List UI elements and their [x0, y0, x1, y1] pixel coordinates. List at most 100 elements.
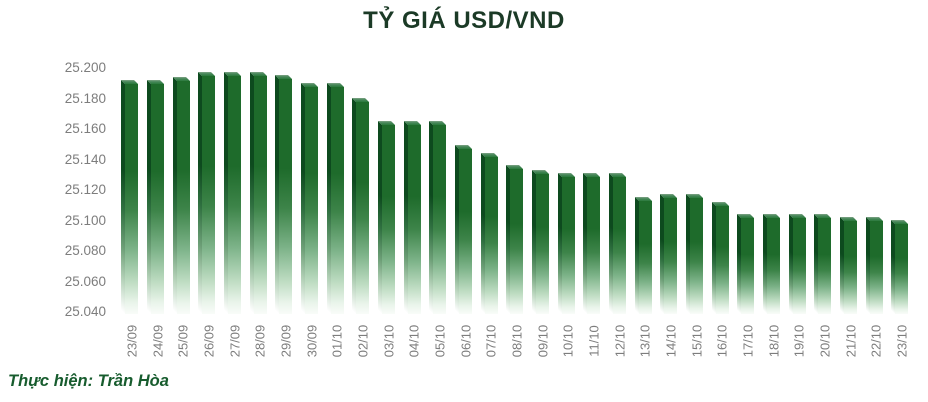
bar [224, 72, 242, 314]
x-axis-label: 14/10 [663, 324, 679, 358]
bar [840, 217, 858, 314]
y-axis-label: 25.200 [64, 60, 106, 75]
bar-column [709, 62, 735, 314]
x-axis-label: 30/09 [304, 324, 320, 358]
bar [301, 82, 319, 314]
bar-column [607, 62, 633, 314]
bar [147, 79, 164, 314]
bar [634, 197, 652, 314]
x-axis-cell: 20/10 [812, 317, 838, 365]
x-axis-label: 15/10 [689, 324, 705, 358]
bar [686, 194, 704, 314]
bar-side-face [301, 82, 306, 314]
bar [865, 217, 883, 314]
bar-column [478, 62, 504, 314]
bar [557, 172, 575, 314]
x-axis-cell: 08/10 [504, 317, 530, 365]
bar-column [170, 62, 196, 314]
x-axis-cell: 18/10 [761, 317, 787, 365]
bar-top-face [172, 76, 190, 81]
bar-side-face [326, 82, 331, 314]
bar-top-face [557, 172, 575, 177]
x-axis-label: 01/10 [329, 324, 345, 358]
bar [583, 172, 601, 314]
x-axis-cell: 02/10 [350, 317, 376, 365]
bar-side-face [686, 194, 691, 314]
bar-side-face [275, 75, 280, 314]
credit-text: Thực hiện: Trần Hòa [8, 372, 169, 390]
bar-column [376, 62, 402, 314]
x-axis-label: 27/09 [227, 324, 243, 358]
bar [506, 165, 524, 314]
x-axis-cell: 23/10 [889, 317, 915, 365]
x-axis-cell: 23/09 [119, 317, 145, 365]
bar-side-face [378, 120, 383, 314]
bar-side-face [609, 172, 614, 314]
bar [275, 75, 293, 314]
bar-side-face [429, 120, 434, 314]
x-axis-label: 28/09 [252, 324, 268, 358]
bar-side-face [583, 172, 588, 314]
bar-top-face [788, 213, 806, 218]
x-axis-label: 08/10 [509, 324, 525, 358]
plot-area [119, 62, 915, 314]
bar-column [889, 62, 915, 314]
x-axis-cell: 21/10 [838, 317, 864, 365]
x-axis-label: 23/10 [894, 324, 910, 358]
bar [249, 72, 267, 314]
bar [378, 120, 396, 314]
bar-top-face [711, 201, 729, 206]
x-axis-label: 07/10 [483, 324, 499, 358]
bar-column [684, 62, 710, 314]
x-axis-cell: 28/09 [247, 317, 273, 365]
x-axis-label: 25/09 [175, 324, 191, 358]
x-axis-label: 09/10 [535, 324, 551, 358]
bar-top-face [609, 172, 627, 177]
y-axis-label: 25.060 [64, 273, 106, 289]
x-axis-label: 23/09 [124, 324, 140, 358]
bar-side-face [403, 120, 408, 314]
bar-side-face [737, 213, 742, 314]
chart-title: TỶ GIÁ USD/VND [363, 7, 565, 34]
x-axis-label: 21/10 [843, 324, 859, 358]
bar-top-face [429, 120, 447, 125]
bar-top-face [737, 213, 755, 218]
bar-side-face [249, 72, 254, 314]
bar-side-face [557, 172, 562, 314]
x-axis-label: 22/10 [868, 324, 884, 358]
bar-side-face [788, 213, 793, 314]
bar [609, 172, 627, 314]
bar-column [453, 62, 479, 314]
bar-side-face [506, 165, 511, 314]
bar-column [247, 62, 273, 314]
bar-column [735, 62, 761, 314]
x-axis-cell: 09/10 [530, 317, 556, 365]
bar-top-face [660, 194, 678, 199]
bar-side-face [121, 79, 126, 314]
y-axis-label: 25.140 [64, 151, 106, 167]
x-axis-cell: 15/10 [684, 317, 710, 365]
x-axis-cell: 17/10 [735, 317, 761, 365]
x-axis-label: 19/10 [791, 324, 807, 358]
bar-side-face [711, 201, 716, 314]
bar-column [786, 62, 812, 314]
bar-side-face [865, 217, 870, 314]
bar-side-face [224, 72, 229, 314]
bar-column [761, 62, 787, 314]
bar-side-face [634, 197, 639, 314]
x-axis-label: 26/09 [201, 324, 217, 358]
x-axis-label: 24/09 [150, 324, 165, 358]
y-axis-label: 25.160 [64, 121, 106, 136]
bar-top-face [763, 213, 781, 218]
bar-column [222, 62, 248, 314]
bar-side-face [840, 217, 845, 314]
bar-top-face [301, 82, 319, 87]
x-axis-cell: 26/09 [196, 317, 222, 365]
bar [532, 169, 550, 314]
x-axis-cell: 25/09 [170, 317, 196, 365]
y-axis-label: 25.120 [64, 182, 106, 197]
x-axis-label: 17/10 [740, 324, 756, 358]
bar [814, 213, 832, 314]
bar-column [119, 62, 145, 314]
